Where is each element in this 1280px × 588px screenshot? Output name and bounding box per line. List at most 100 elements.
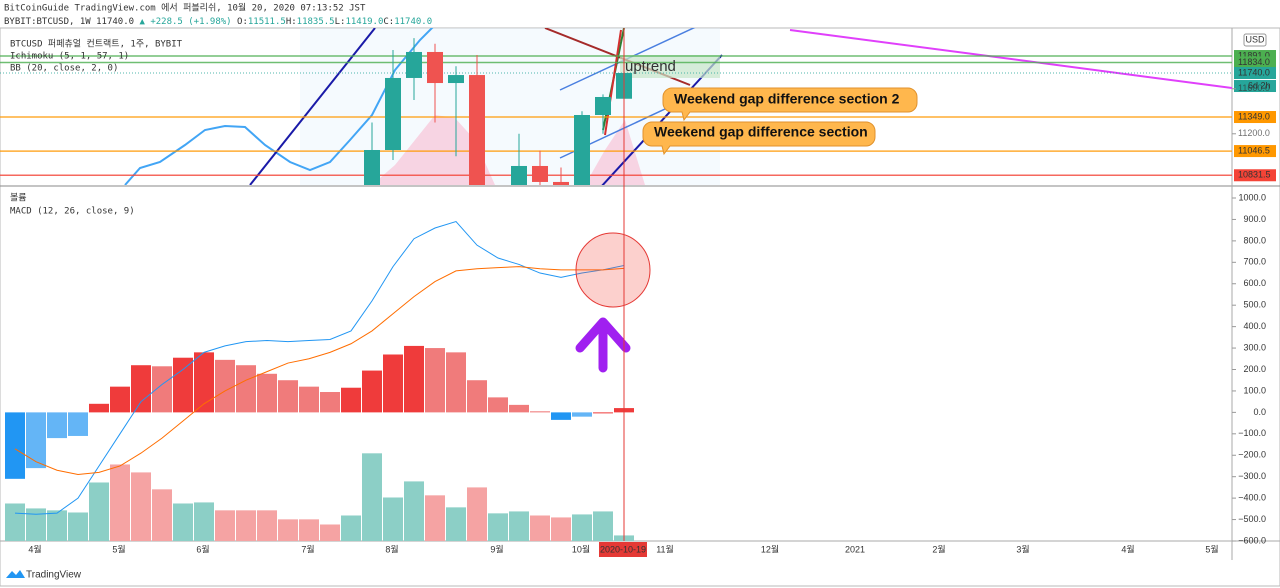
x-tick-label: 4월 [28, 543, 41, 554]
volume-bar [341, 515, 361, 541]
uptrend-box [620, 55, 720, 78]
ichimoku-line [124, 28, 434, 185]
ohlc: O:11511.5H:11835.5L:11419.0C:11740.0 [237, 17, 432, 27]
candle-body [406, 51, 422, 78]
histogram-bar [446, 352, 466, 413]
header-quote: BYBIT:BTCUSD, 1W 11740.0 ▲ +228.5 (+1.98… [4, 17, 432, 27]
volume-bar [551, 517, 571, 541]
y-tick-label: −500.0 [1238, 514, 1266, 524]
price-label-bg [1234, 169, 1276, 182]
volume-bar [299, 519, 319, 541]
trendline [789, 29, 1232, 89]
x-tick-label: 12월 [761, 543, 779, 554]
price-label-bg [1234, 111, 1276, 124]
histogram-bar [278, 380, 298, 413]
y-tick-label: 800.0 [1243, 235, 1266, 245]
volume-bar [68, 512, 88, 541]
histogram-bar [236, 365, 256, 413]
x-tick-label: 11월 [656, 543, 674, 554]
price-label-bg [1234, 56, 1276, 69]
histogram-bar [362, 370, 382, 413]
volume-bar [383, 497, 403, 541]
y-tick-label: 700.0 [1243, 257, 1266, 267]
histogram-bar [425, 348, 445, 413]
histogram-bar [593, 412, 613, 414]
callout-text: Weekend gap difference section 2 [674, 91, 900, 107]
histogram-bar [509, 404, 529, 413]
volume-bar [26, 508, 46, 541]
y-tick-label: 1000.0 [1238, 192, 1266, 202]
ohlc-value: 11511.5 [248, 17, 286, 27]
x-tick-label: 5월 [1205, 543, 1218, 554]
candle-body [469, 75, 485, 185]
currency-box [1243, 33, 1267, 47]
ohlc-key: C: [383, 17, 394, 27]
y-tick-label: 400.0 [1243, 321, 1266, 331]
price-label: 10831.5 [1238, 170, 1271, 180]
ohlc-value: 11740.0 [394, 17, 432, 27]
volume-bar [5, 503, 25, 541]
y-tick-label: 100.0 [1243, 385, 1266, 395]
volume-bar [215, 510, 235, 541]
volume-bar [110, 464, 130, 541]
histogram-bar [89, 403, 109, 413]
symbol: BYBIT:BTCUSD, 1W [4, 17, 91, 27]
candle-body [427, 51, 443, 84]
price-label: 11600.0 [1238, 83, 1270, 93]
cursor-label-bg [599, 542, 647, 557]
histogram-bar [530, 411, 550, 413]
y-tick-label: −600.0 [1238, 535, 1266, 545]
cursor-label: 2020-10-19 [600, 544, 646, 554]
y-tick-label: 300.0 [1243, 342, 1266, 352]
volume-bar [572, 514, 592, 541]
volume-bar [509, 511, 529, 541]
price-label: 11200.0 [1238, 128, 1270, 138]
price-label: 11046.5 [1238, 145, 1270, 155]
candle-body [490, 213, 506, 224]
bb-band [372, 115, 495, 185]
histogram-bar [488, 397, 508, 413]
change: ▲ +228.5 (+1.98%) [139, 17, 231, 27]
header-title: BitCoinGuide TradingView.com 에서 퍼블리쉬, 10… [4, 2, 366, 14]
callout [642, 121, 876, 156]
x-tick-label: 2월 [932, 543, 945, 554]
highlight-circle [575, 232, 651, 308]
price-label: 11349.0 [1238, 111, 1270, 121]
histogram-bar [68, 412, 88, 436]
y-tick-label: 600.0 [1243, 278, 1266, 288]
x-tick-label: 9월 [490, 543, 503, 554]
histogram-bar [215, 359, 235, 413]
footer: TradingView [26, 570, 82, 581]
price-label: 11891.0 [1238, 50, 1270, 60]
histogram-bar [152, 366, 172, 413]
y-tick-label: 200.0 [1243, 364, 1266, 374]
x-tick-label: 8월 [385, 543, 398, 554]
x-tick-label: 7월 [301, 543, 314, 554]
histogram-bar [467, 380, 487, 413]
y-tick-label: 500.0 [1243, 300, 1266, 310]
histogram-bar [341, 387, 361, 413]
candle-body [385, 77, 401, 150]
histogram-bar [257, 373, 277, 413]
candle-body [448, 75, 464, 84]
price-label: 11834.0 [1238, 57, 1270, 67]
histogram-bar [383, 354, 403, 413]
volume-bar [467, 487, 487, 541]
volume-bar [404, 481, 424, 541]
bb-band [585, 120, 645, 185]
histogram-bar [47, 412, 67, 439]
price-label-bg [1234, 67, 1276, 80]
candle-body [553, 181, 569, 185]
volume-bar [257, 510, 277, 541]
y-tick-label: −300.0 [1238, 471, 1266, 481]
volume-bar [89, 482, 109, 541]
y-tick-label: −400.0 [1238, 493, 1266, 503]
histogram-bar [5, 412, 25, 479]
volume-bar [131, 472, 151, 541]
volume-bar [362, 453, 382, 541]
y-tick-label: −100.0 [1238, 428, 1266, 438]
volume-bar [425, 495, 445, 541]
ohlc-key: O: [237, 17, 248, 27]
countdown: 6d 2h [1248, 80, 1271, 90]
